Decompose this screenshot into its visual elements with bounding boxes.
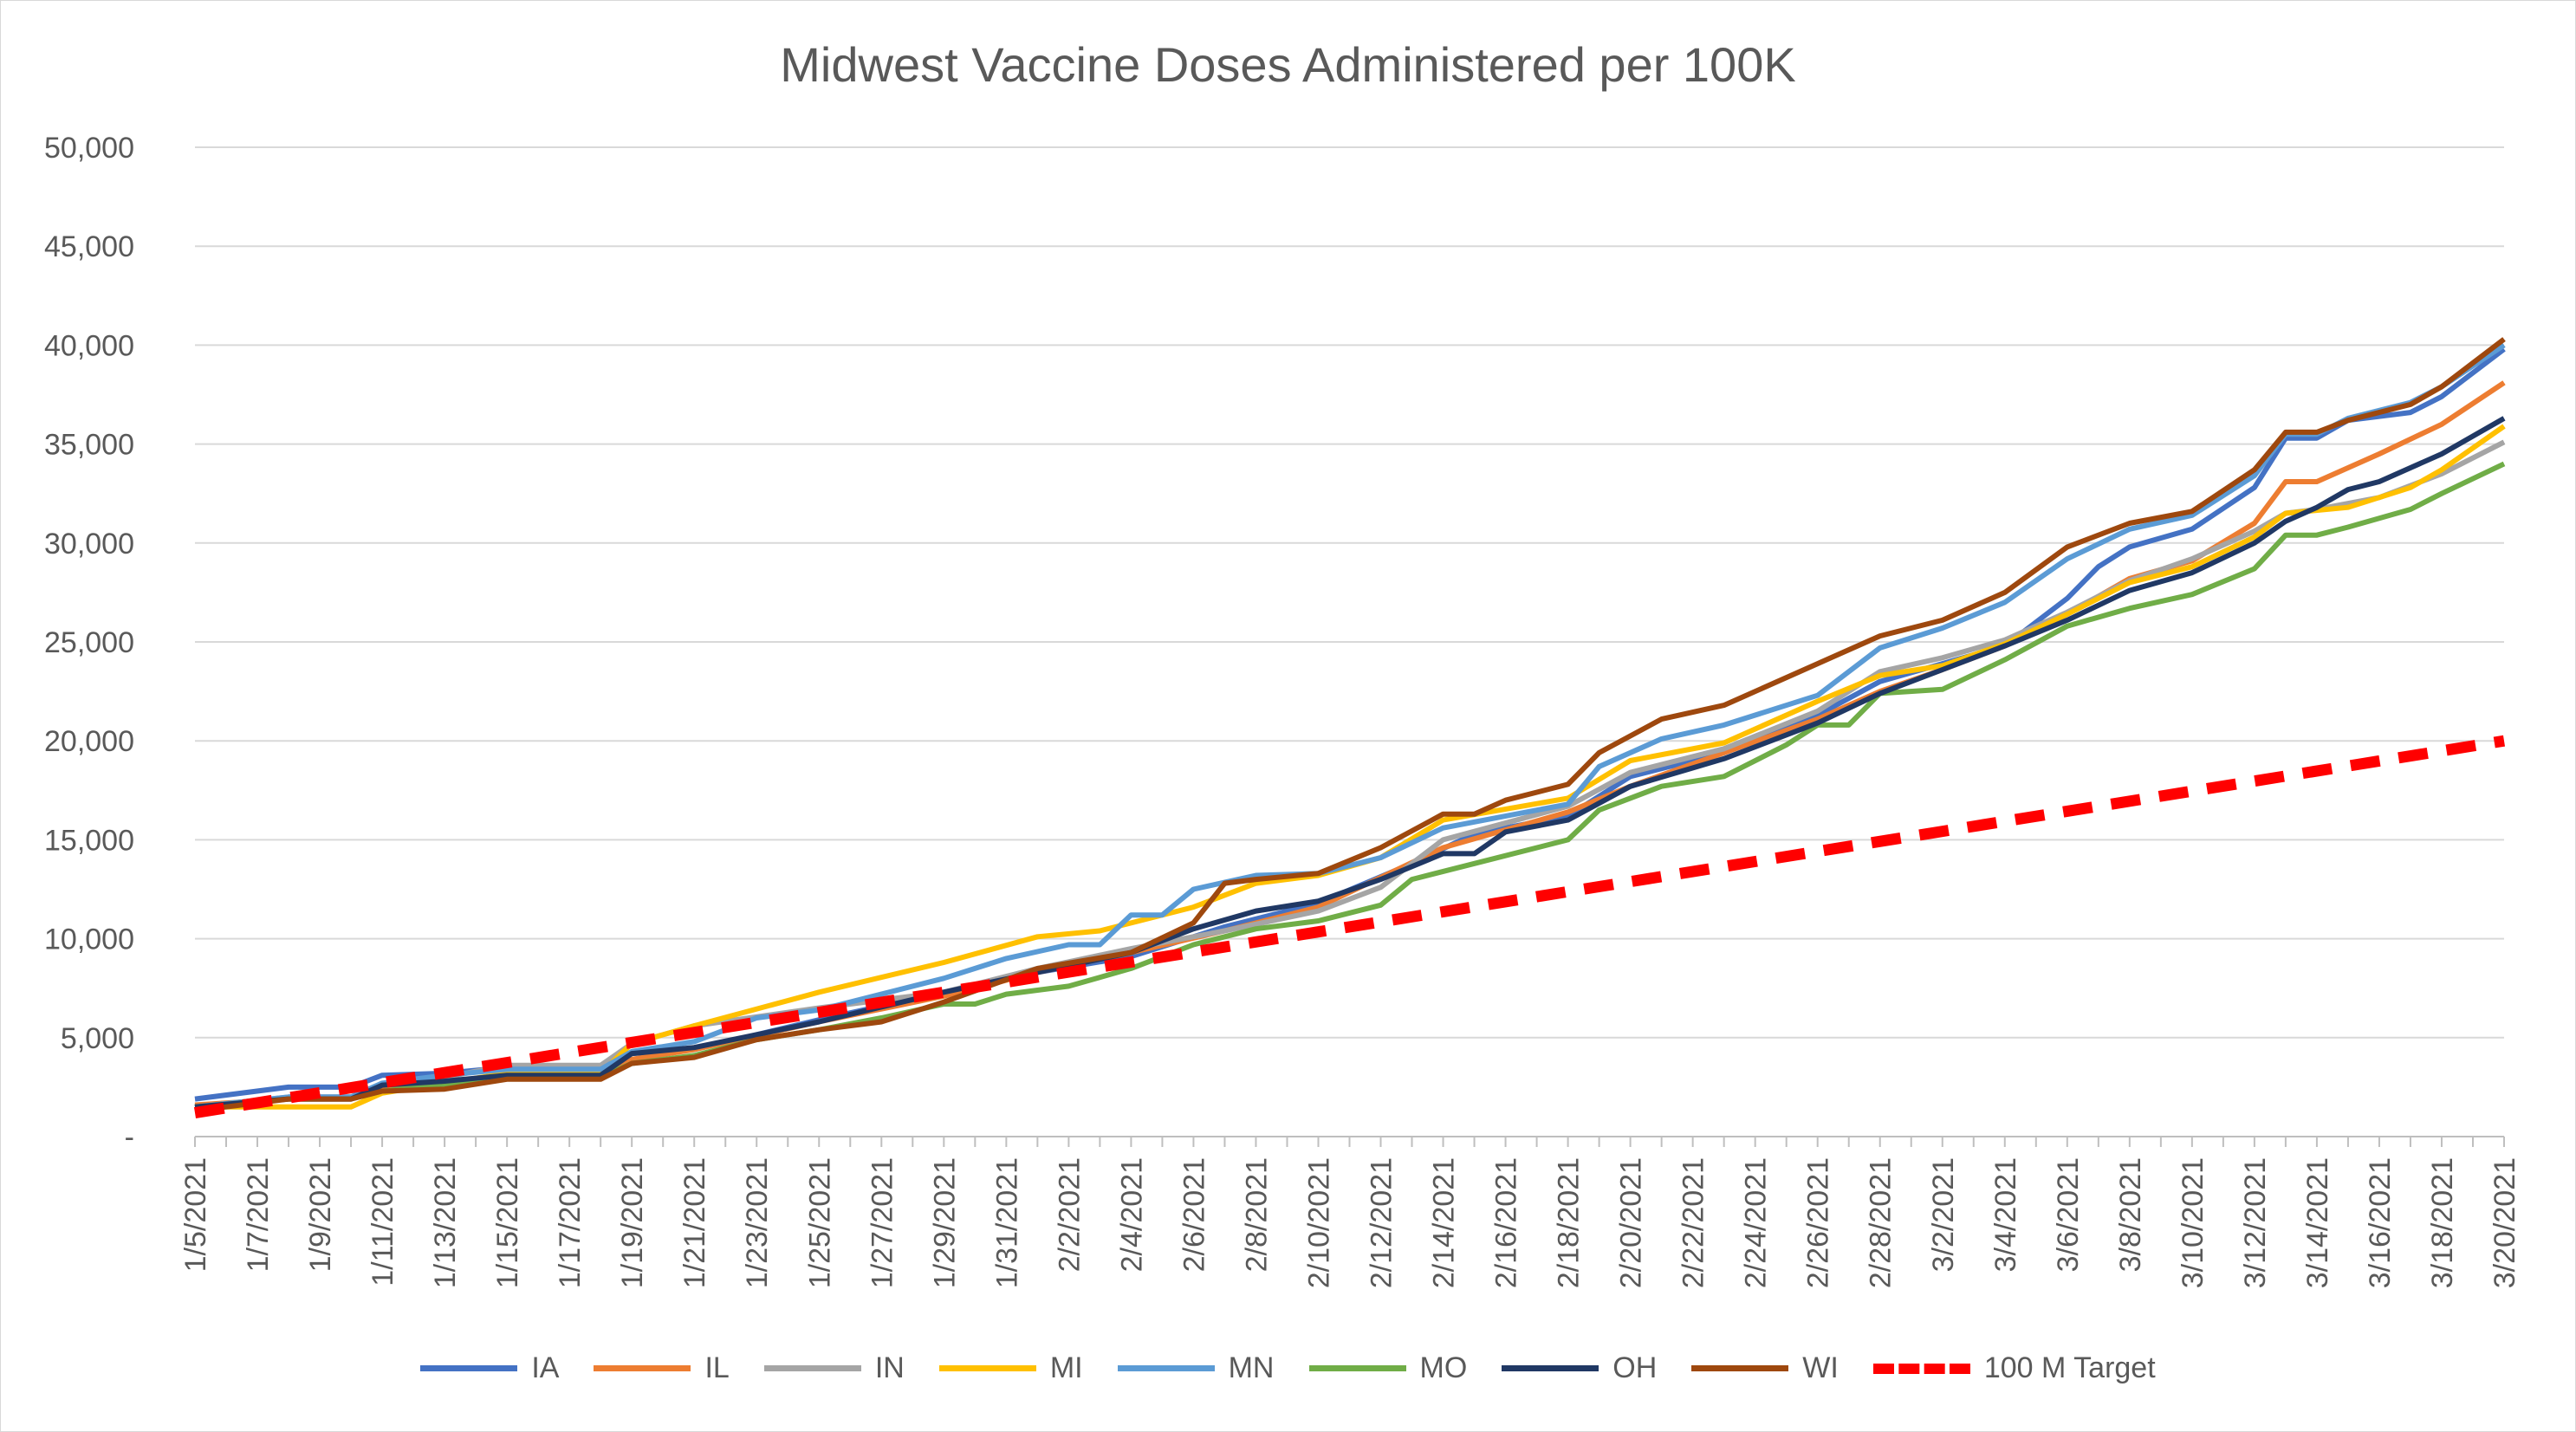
legend-label: MI: [1049, 1351, 1083, 1384]
y-tick-label: 10,000: [44, 923, 134, 956]
x-tick-label: 1/13/2021: [429, 1157, 462, 1288]
y-tick-label: 30,000: [44, 528, 134, 560]
y-tick-label: 5,000: [61, 1022, 134, 1055]
legend-label: 100 M Target: [1983, 1351, 2156, 1384]
y-tick-label: 40,000: [44, 329, 134, 362]
series-line-wi: [194, 337, 2506, 1114]
series-line-in: [194, 439, 2506, 1110]
legend-swatch: [1502, 1365, 1599, 1371]
x-tick-label: 1/7/2021: [242, 1157, 275, 1272]
x-tick-label: 1/21/2021: [678, 1157, 711, 1288]
series-line-100-m-target: [193, 735, 2506, 1119]
legend-item: IA: [420, 1351, 559, 1385]
x-tick-label: 1/5/2021: [179, 1157, 212, 1272]
x-tick-label: 3/14/2021: [2301, 1157, 2334, 1288]
legend-swatch: [938, 1365, 1036, 1371]
chart-title: Midwest Vaccine Doses Administered per 1…: [780, 37, 1796, 92]
y-tick-label: 50,000: [44, 132, 134, 165]
x-axis: 1/5/2021 1/7/2021 1/9/2021 1/11/2021 1/13/20…: [179, 1136, 2521, 1288]
legend-swatch: [594, 1365, 691, 1371]
x-tick-label: 2/12/2021: [1366, 1157, 1398, 1288]
legend-item: 100 M Target: [1872, 1351, 2156, 1385]
x-tick-label: 3/10/2021: [2177, 1157, 2209, 1288]
x-tick-label: 1/11/2021: [367, 1157, 399, 1286]
x-tick-label: 3/2/2021: [1927, 1157, 1960, 1272]
legend-item: OH: [1502, 1351, 1657, 1385]
x-tick-label: 1/31/2021: [990, 1157, 1023, 1288]
x-tick-label: 1/19/2021: [616, 1157, 649, 1288]
y-tick-label: 15,000: [44, 824, 134, 857]
series-line-mn: [194, 342, 2506, 1110]
x-tick-label: 3/6/2021: [2052, 1157, 2085, 1272]
x-tick-label: 2/16/2021: [1490, 1157, 1523, 1288]
x-tick-label: 1/29/2021: [928, 1157, 961, 1288]
legend-swatch: [1308, 1365, 1406, 1371]
x-tick-label: 1/25/2021: [803, 1157, 836, 1288]
x-tick-label: 3/16/2021: [2364, 1157, 2397, 1288]
legend-label: OH: [1612, 1351, 1658, 1384]
legend-label: IA: [531, 1351, 560, 1384]
x-tick-label: 1/17/2021: [554, 1157, 587, 1288]
x-tick-label: 2/24/2021: [1740, 1157, 1773, 1288]
x-tick-label: 2/4/2021: [1115, 1157, 1148, 1272]
x-tick-label: 2/18/2021: [1553, 1157, 1586, 1288]
x-tick-label: 2/6/2021: [1178, 1157, 1210, 1272]
x-tick-label: 3/20/2021: [2488, 1157, 2521, 1288]
x-tick-label: 1/23/2021: [741, 1157, 774, 1288]
x-tick-label: 2/28/2021: [1865, 1157, 1898, 1288]
y-axis-ticks: - 5,000 10,000 15,000 20,000 25,000 30,000 35,0…: [44, 132, 134, 1154]
x-tick-label: 2/26/2021: [1802, 1157, 1835, 1288]
x-tick-label: 3/12/2021: [2239, 1157, 2272, 1288]
legend-swatch: [1117, 1365, 1215, 1371]
x-tick-label: 1/9/2021: [304, 1157, 337, 1272]
x-tick-label: 3/8/2021: [2114, 1157, 2147, 1272]
gridlines: [195, 146, 2504, 1039]
x-tick-label: 3/4/2021: [1989, 1157, 2022, 1272]
series-line-oh: [194, 416, 2506, 1110]
legend-label: WI: [1802, 1351, 1839, 1384]
y-tick-label: 25,000: [44, 626, 134, 659]
legend-label: IN: [874, 1351, 905, 1384]
legend-item: MI: [938, 1351, 1083, 1385]
x-tick-label: 3/18/2021: [2426, 1157, 2459, 1288]
series-line-il: [194, 380, 2506, 1108]
y-tick-label: 20,000: [44, 725, 134, 758]
series-line-mo: [194, 461, 2506, 1110]
x-tick-label: 2/8/2021: [1240, 1157, 1273, 1272]
legend-label: MO: [1419, 1351, 1468, 1384]
x-tick-label: 2/2/2021: [1053, 1157, 1086, 1272]
x-tick-label: 2/22/2021: [1677, 1157, 1710, 1288]
x-tick-label: 1/15/2021: [491, 1157, 524, 1288]
chart-legend: IA IL IN MI MN MO OH WI 100 M Target: [0, 1351, 2576, 1385]
legend-swatch: [763, 1365, 861, 1371]
series-lines: [193, 337, 2506, 1119]
legend-item: IL: [594, 1351, 730, 1385]
y-tick-label: -: [125, 1121, 134, 1154]
series-line-ia: [194, 347, 2506, 1102]
legend-item: IN: [763, 1351, 905, 1385]
legend-item: MN: [1117, 1351, 1275, 1385]
legend-item: MO: [1308, 1351, 1468, 1385]
y-tick-label: 35,000: [44, 429, 134, 462]
legend-item: WI: [1691, 1351, 1839, 1385]
y-tick-label: 45,000: [44, 230, 134, 263]
legend-swatch: [420, 1365, 518, 1371]
legend-label: MN: [1228, 1351, 1275, 1384]
legend-swatch: [1872, 1363, 1970, 1374]
x-tick-label: 2/20/2021: [1615, 1157, 1648, 1288]
legend-swatch: [1691, 1365, 1789, 1371]
x-tick-label: 1/27/2021: [866, 1157, 899, 1288]
x-tick-label: 2/14/2021: [1428, 1157, 1461, 1288]
x-tick-label: 2/10/2021: [1302, 1157, 1335, 1288]
series-line-mi: [195, 424, 2506, 1110]
legend-label: IL: [704, 1351, 730, 1384]
